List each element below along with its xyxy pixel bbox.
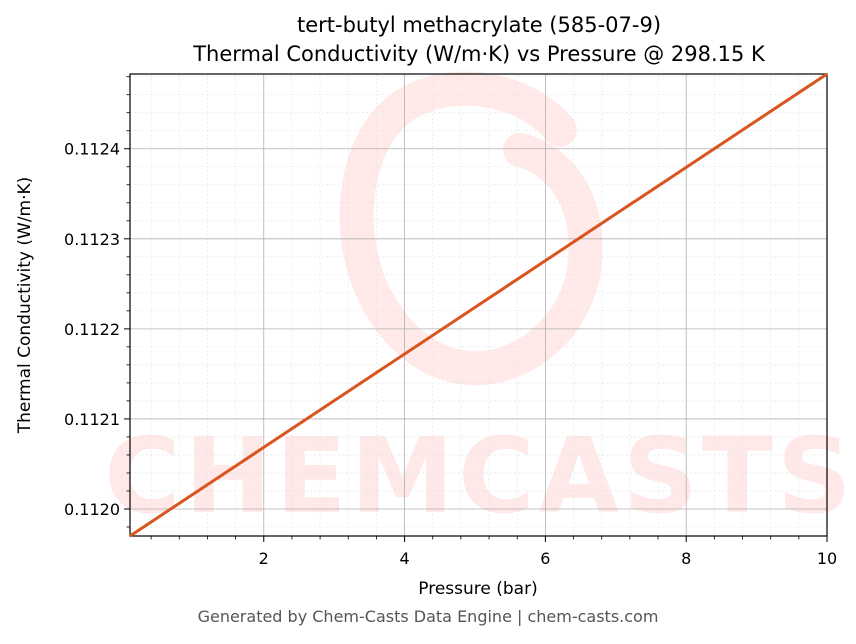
chart-title-line2: Thermal Conductivity (W/m·K) vs Pressure… [192,42,766,66]
y-tick-label: 0.1123 [64,230,120,249]
chart-title-line1: tert-butyl methacrylate (585-07-9) [297,13,661,37]
x-tick-label: 8 [681,549,691,568]
y-tick-label: 0.1122 [64,320,120,339]
axis-ticks: 2 4 6 8 10 0.1120 0.1121 0.1122 0.1123 0.1124 [64,76,837,568]
major-grid [130,74,828,536]
x-tick-label: 2 [259,549,269,568]
x-tick-label: 10 [817,549,837,568]
minor-grid [130,74,827,536]
plot-frame [129,73,828,537]
y-tick-label: 0.1124 [64,140,120,159]
series-group [129,72,828,538]
x-tick-label: 4 [399,549,409,568]
y-axis-label: Thermal Conductivity (W/m·K) [15,177,35,435]
watermark: CHEMCASTS [104,71,855,537]
watermark-swirl-icon [339,71,603,386]
y-tick-label: 0.1121 [64,410,120,429]
y-tick-label: 0.1120 [64,500,120,519]
watermark-text: CHEMCASTS [104,415,855,537]
x-axis-label: Pressure (bar) [418,579,537,599]
footer-credit: Generated by Chem-Casts Data Engine | ch… [197,607,659,626]
series-line [129,72,828,538]
x-tick-label: 6 [540,549,550,568]
